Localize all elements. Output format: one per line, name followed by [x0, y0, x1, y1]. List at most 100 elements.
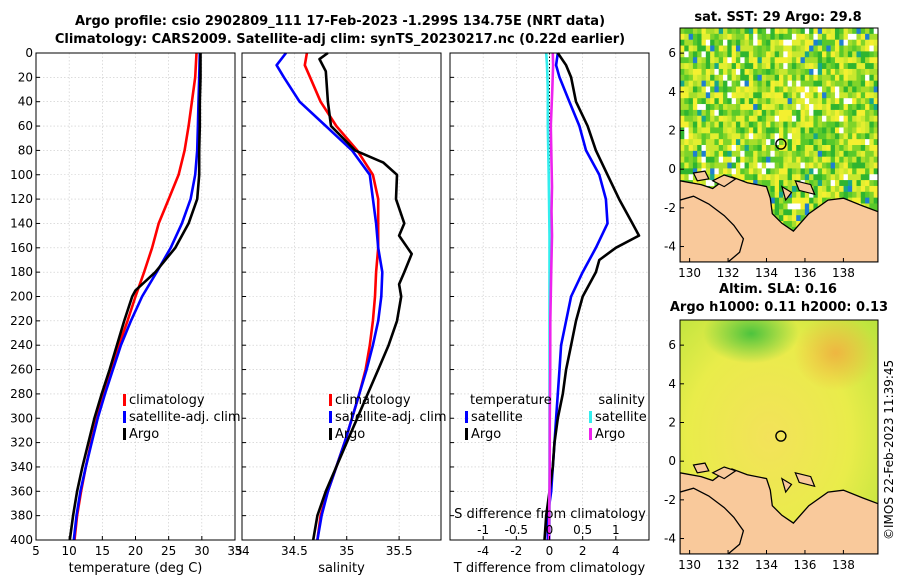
- sst-cell: [809, 109, 814, 117]
- sst-cell: [692, 168, 698, 175]
- sst-cell: [847, 51, 853, 58]
- sst-cell: [822, 74, 827, 82]
- sst-cell: [779, 191, 784, 199]
- sst-cell: [787, 104, 793, 111]
- sst-cell: [826, 98, 832, 105]
- sst-cell: [684, 39, 689, 46]
- depth-tick-label: 320: [10, 436, 33, 450]
- sst-cell: [740, 162, 745, 169]
- sst-cell: [822, 28, 827, 35]
- sst-cell: [817, 191, 823, 199]
- sst-cell: [860, 45, 866, 52]
- sst-cell: [688, 80, 694, 87]
- sst-cell: [822, 33, 827, 41]
- sst-cell: [779, 145, 784, 152]
- sst-cell: [753, 68, 758, 76]
- sst-cell: [791, 180, 797, 187]
- sst-cell: [744, 33, 750, 41]
- sst-cell: [766, 92, 771, 99]
- sst-cell: [718, 92, 724, 99]
- sst-cell: [748, 162, 754, 169]
- sst-cell: [740, 63, 745, 70]
- sst-cell: [830, 174, 836, 181]
- sst-cell: [688, 68, 694, 76]
- sst-cell: [766, 121, 771, 128]
- sst-cell: [787, 168, 793, 175]
- sst-cell: [710, 156, 715, 163]
- sst-cell: [757, 121, 763, 128]
- sst-cell: [822, 168, 827, 175]
- sst-cell: [830, 180, 836, 187]
- sst-cell: [860, 109, 866, 117]
- salinity-diff-tick-label: 0.5: [573, 523, 592, 537]
- sst-cell: [813, 191, 819, 199]
- sst-cell: [865, 203, 870, 210]
- sst-cell: [869, 39, 875, 46]
- sst-cell: [735, 86, 741, 93]
- sst-cell: [869, 80, 875, 87]
- sst-cell: [856, 92, 862, 99]
- sst-cell: [761, 139, 767, 146]
- sst-cell: [783, 68, 788, 76]
- sst-cell: [770, 145, 776, 152]
- sst-cell: [697, 156, 702, 163]
- sst-cell: [847, 185, 853, 193]
- sst-cell: [688, 104, 694, 111]
- sst-cell: [688, 39, 694, 46]
- sst-cell: [839, 74, 844, 82]
- sst-cell: [873, 121, 878, 128]
- sst-cell: [783, 127, 788, 134]
- sst-cell: [839, 57, 844, 64]
- sst-cell: [809, 133, 814, 140]
- sst-cell: [852, 156, 857, 163]
- sst-cell: [834, 168, 840, 175]
- sst-cell: [796, 28, 801, 35]
- sst-cell: [826, 28, 832, 35]
- sst-cell: [718, 127, 724, 134]
- sst-cell: [826, 33, 832, 41]
- sst-cell: [809, 86, 814, 93]
- sst-cell: [791, 127, 797, 134]
- sst-cell: [779, 180, 784, 187]
- sst-cell: [727, 162, 733, 169]
- sst-cell: [684, 86, 689, 93]
- sst-cell: [761, 121, 767, 128]
- sst-cell: [817, 33, 823, 41]
- sst-cell: [860, 197, 866, 204]
- sst-cell: [865, 191, 870, 199]
- sst-cell: [692, 80, 698, 87]
- sst-cell: [822, 98, 827, 105]
- sst-cell: [856, 104, 862, 111]
- sst-cell: [688, 121, 694, 128]
- sst-cell: [843, 51, 849, 58]
- sst-cell: [766, 150, 771, 158]
- sst-cell: [869, 197, 875, 204]
- sst-cell: [697, 80, 702, 87]
- sst-cell: [779, 121, 784, 128]
- sst-cell: [688, 86, 694, 93]
- sst-cell: [817, 174, 823, 181]
- sst-cell: [813, 197, 819, 204]
- sst-cell: [723, 57, 728, 64]
- sst-cell: [783, 80, 788, 87]
- sst-cell: [834, 109, 840, 117]
- sst-cell: [787, 203, 793, 210]
- sst-cell: [830, 185, 836, 193]
- sst-cell: [735, 168, 741, 175]
- sst-cell: [804, 39, 810, 46]
- sst-cell: [796, 74, 801, 82]
- sst-cell: [791, 139, 797, 146]
- sst-cell: [873, 115, 878, 122]
- sst-cell: [779, 104, 784, 111]
- sst-cell: [843, 104, 849, 111]
- sst-cell: [843, 174, 849, 181]
- sst-cell: [701, 74, 707, 82]
- sst-cell: [800, 215, 806, 222]
- sst-cell: [813, 51, 819, 58]
- sst-cell: [873, 51, 878, 58]
- sst-cell: [865, 121, 870, 128]
- sst-cell: [697, 51, 702, 58]
- sst-cell: [796, 221, 801, 228]
- sst-cell: [847, 92, 853, 99]
- sst-cell: [847, 28, 853, 35]
